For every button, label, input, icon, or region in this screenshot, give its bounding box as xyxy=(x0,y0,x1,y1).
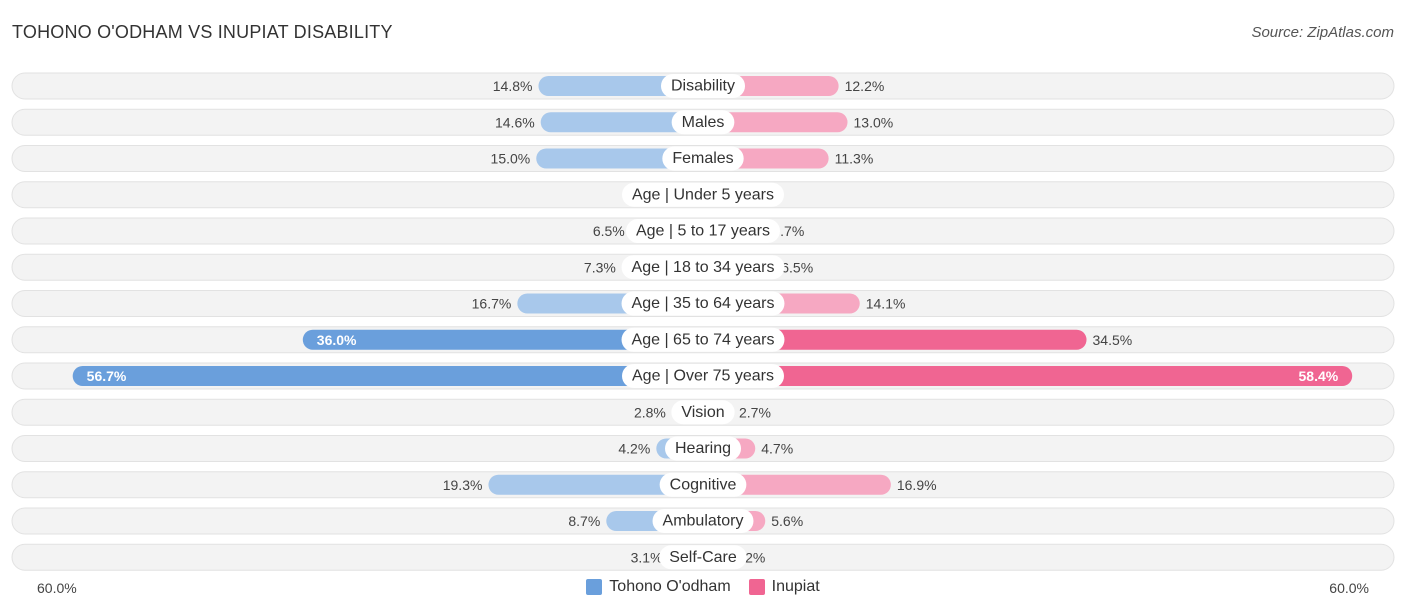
bar-tohono xyxy=(538,76,703,96)
legend-label-tohono: Tohono O'odham xyxy=(609,578,731,595)
legend-swatch-inupiat xyxy=(748,579,765,595)
source-credit: Source: ZipAtlas.com xyxy=(1251,24,1394,41)
bar-tohono xyxy=(540,112,703,133)
value-label-inupiat: 6.5% xyxy=(781,259,813,275)
category-label: Vision xyxy=(681,404,724,421)
axis-right-label: 60.0% xyxy=(1329,580,1369,596)
bar-inupiat xyxy=(703,112,848,133)
value-label-tohono: 15.0% xyxy=(491,151,531,167)
legend-swatch-tohono xyxy=(586,579,603,595)
legend-label-inupiat: Inupiat xyxy=(771,578,820,595)
category-pill xyxy=(621,255,785,280)
bar-tohono xyxy=(488,474,703,495)
value-label-tohono: 2.8% xyxy=(634,404,666,420)
legend-item-tohono: Tohono O'odham xyxy=(586,578,731,596)
legend-item-inupiat: Inupiat xyxy=(748,578,820,596)
category-label: Age | Over 75 years xyxy=(632,368,774,385)
axis-left-label: 60.0% xyxy=(37,580,77,596)
value-label-tohono: 14.6% xyxy=(495,114,535,130)
value-label-tohono: 4.2% xyxy=(618,441,650,457)
category-label: Self-Care xyxy=(669,549,737,566)
value-label-inupiat: 13.0% xyxy=(854,114,894,130)
category-pill xyxy=(664,436,742,461)
category-pill xyxy=(621,327,785,352)
category-label: Hearing xyxy=(675,440,731,457)
chart-area: 14.8% 12.2% Disability 14.6% 13.0% Males 15.0%… xyxy=(11,72,1395,571)
bar-inupiat xyxy=(703,366,1353,386)
category-pill xyxy=(621,182,785,207)
bar-inupiat xyxy=(703,474,891,495)
value-label-inupiat: 5.7% xyxy=(772,223,804,239)
category-pill xyxy=(660,74,746,98)
bar-tohono xyxy=(72,366,703,386)
category-pill xyxy=(622,364,784,388)
category-label: Disability xyxy=(671,78,735,95)
value-label-inupiat: 14.1% xyxy=(866,296,906,312)
category-pill xyxy=(659,472,747,497)
category-pill xyxy=(671,400,735,425)
value-label-tohono: 36.0% xyxy=(317,332,357,348)
chart-title: TOHONO O'ODHAM VS INUPIAT DISABILITY xyxy=(12,22,393,42)
bar-tohono xyxy=(302,329,703,350)
value-label-tohono: 7.3% xyxy=(584,259,616,275)
category-pill xyxy=(625,219,781,243)
category-pill xyxy=(652,509,754,533)
value-label-tohono: 6.5% xyxy=(593,223,625,239)
category-label: Age | 18 to 34 years xyxy=(632,259,775,276)
category-pill xyxy=(671,110,735,135)
value-label-inupiat: 4.7% xyxy=(761,441,793,457)
category-label: Age | Under 5 years xyxy=(632,186,774,203)
value-label-tohono: 16.7% xyxy=(472,296,512,312)
category-label: Males xyxy=(682,114,725,131)
value-label-inupiat: 5.6% xyxy=(771,513,803,529)
value-label-tohono: 3.1% xyxy=(631,549,663,565)
category-pill xyxy=(659,545,747,570)
category-pill xyxy=(662,146,744,171)
value-label-inupiat: 12.2% xyxy=(845,78,885,94)
bar-tohono xyxy=(536,148,703,169)
value-label-inupiat: 11.3% xyxy=(835,151,874,167)
category-label: Ambulatory xyxy=(663,513,744,530)
value-label-tohono: 19.3% xyxy=(443,477,483,493)
value-label-tohono: 14.8% xyxy=(493,78,533,94)
value-label-inupiat: 58.4% xyxy=(1299,368,1339,384)
bar-inupiat xyxy=(703,329,1087,350)
category-pill xyxy=(621,291,785,316)
value-label-tohono: 8.7% xyxy=(568,513,600,529)
legend: Tohono O'odham Inupiat xyxy=(0,578,1406,596)
category-label: Cognitive xyxy=(670,476,737,493)
value-label-inupiat: 2.7% xyxy=(739,404,771,420)
value-label-inupiat: 16.9% xyxy=(897,477,937,493)
category-label: Females xyxy=(672,150,733,167)
value-label-tohono: 56.7% xyxy=(87,368,127,384)
value-label-inupiat: 34.5% xyxy=(1093,332,1133,348)
category-label: Age | 35 to 64 years xyxy=(632,295,775,312)
category-label: Age | 65 to 74 years xyxy=(632,331,775,348)
category-label: Age | 5 to 17 years xyxy=(636,223,770,240)
